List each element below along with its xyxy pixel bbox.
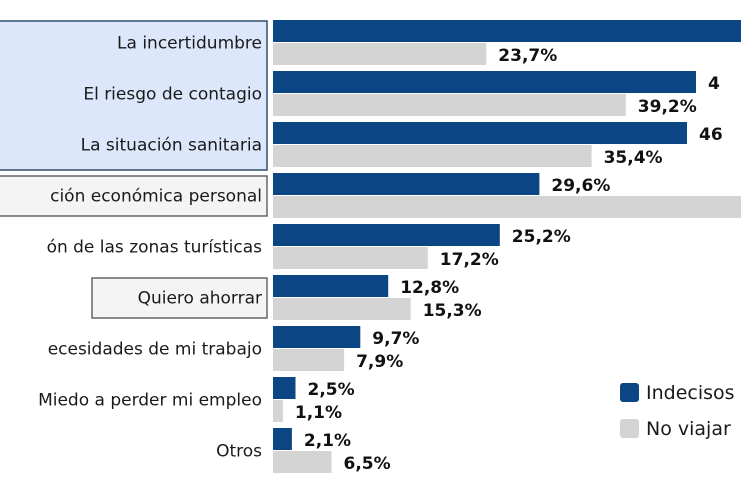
value-label-no-viajar-el-riesgo-de-contagio: 39,2% xyxy=(638,97,697,117)
value-label-indecisos-el-riesgo-de-contagio: 4 xyxy=(708,74,720,94)
category-label-miedo-a-perder-mi-empleo: Miedo a perder mi empleo xyxy=(38,391,262,411)
bar-no-viajar-la-situacion-sanitaria xyxy=(273,145,592,167)
category-label-ecesidades-de-mi-trabajo: ecesidades de mi trabajo xyxy=(48,340,262,360)
bar-indecisos-ecesidades-de-mi-trabajo xyxy=(273,326,361,348)
value-label-no-viajar-ecesidades-de-mi-trabajo: 7,9% xyxy=(356,352,403,372)
value-label-no-viajar-otros: 6,5% xyxy=(344,454,391,474)
bar-indecisos-cion-economica-personal xyxy=(273,173,540,195)
bar-indecisos-miedo-a-perder-mi-empleo xyxy=(273,377,296,399)
bar-indecisos-quiero-ahorrar xyxy=(273,275,389,297)
value-label-indecisos-ecesidades-de-mi-trabajo: 9,7% xyxy=(372,329,419,349)
value-label-indecisos-cion-economica-personal: 29,6% xyxy=(551,176,610,196)
bar-no-viajar-otros xyxy=(273,451,332,473)
bar-no-viajar-el-riesgo-de-contagio xyxy=(273,94,626,116)
legend-swatch-indecisos xyxy=(620,383,639,402)
category-label-otros: Otros xyxy=(216,442,262,462)
bar-no-viajar-quiero-ahorrar xyxy=(273,298,411,320)
bar-indecisos-la-incertidumbre xyxy=(273,20,741,42)
bar-no-viajar-miedo-a-perder-mi-empleo xyxy=(273,400,283,422)
legend-label-no-viajar: No viajar xyxy=(646,418,731,440)
bar-no-viajar-la-incertidumbre xyxy=(273,43,487,65)
value-label-indecisos-on-de-las-zonas-turisticas: 25,2% xyxy=(512,227,571,247)
legend-swatch-no-viajar xyxy=(620,419,639,438)
legend-label-indecisos: Indecisos xyxy=(646,382,735,404)
bar-indecisos-el-riesgo-de-contagio xyxy=(273,71,696,93)
value-label-no-viajar-la-situacion-sanitaria: 35,4% xyxy=(604,148,663,168)
bar-no-viajar-cion-economica-personal xyxy=(273,196,741,218)
category-label-el-riesgo-de-contagio: El riesgo de contagio xyxy=(83,85,262,105)
category-label-quiero-ahorrar: Quiero ahorrar xyxy=(138,289,262,309)
value-label-indecisos-la-situacion-sanitaria: 46 xyxy=(699,125,723,145)
category-box-cion-economica-personal xyxy=(0,175,268,217)
category-label-cion-economica-personal: ción económica personal xyxy=(50,187,262,207)
bar-no-viajar-ecesidades-de-mi-trabajo xyxy=(273,349,345,371)
value-label-no-viajar-on-de-las-zonas-turisticas: 17,2% xyxy=(440,250,499,270)
bar-indecisos-la-situacion-sanitaria xyxy=(273,122,687,144)
bar-no-viajar-on-de-las-zonas-turisticas xyxy=(273,247,428,269)
bar-indecisos-otros xyxy=(273,428,292,450)
value-label-indecisos-otros: 2,1% xyxy=(304,431,351,451)
value-label-indecisos-quiero-ahorrar: 12,8% xyxy=(400,278,459,298)
value-label-no-viajar-miedo-a-perder-mi-empleo: 1,1% xyxy=(295,403,342,423)
value-label-no-viajar-la-incertidumbre: 23,7% xyxy=(498,46,557,66)
value-label-no-viajar-quiero-ahorrar: 15,3% xyxy=(423,301,482,321)
category-label-la-situacion-sanitaria: La situación sanitaria xyxy=(81,136,262,156)
bar-indecisos-on-de-las-zonas-turisticas xyxy=(273,224,500,246)
category-label-la-incertidumbre: La incertidumbre xyxy=(117,34,262,54)
category-label-on-de-las-zonas-turisticas: ón de las zonas turísticas xyxy=(47,238,263,258)
highlight-group-box xyxy=(0,20,268,171)
category-box-quiero-ahorrar xyxy=(91,277,268,319)
value-label-indecisos-miedo-a-perder-mi-empleo: 2,5% xyxy=(308,380,355,400)
